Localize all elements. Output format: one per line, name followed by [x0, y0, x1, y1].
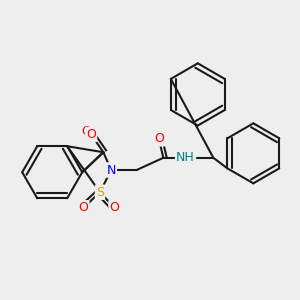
Text: O: O [154, 132, 164, 146]
Text: NH: NH [176, 151, 195, 164]
Text: O: O [86, 128, 96, 141]
Text: O: O [78, 201, 88, 214]
Text: O: O [82, 124, 92, 138]
Text: N: N [106, 164, 116, 176]
Text: S: S [96, 186, 104, 199]
Text: O: O [110, 201, 119, 214]
